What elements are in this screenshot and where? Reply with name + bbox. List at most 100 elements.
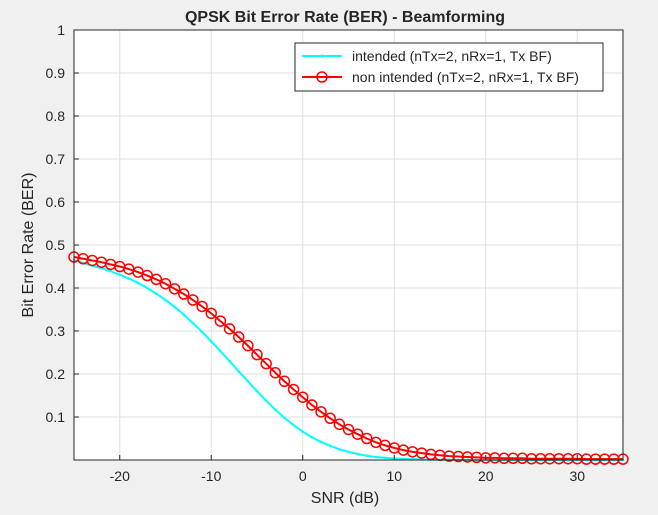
data-point-intended <box>237 370 240 373</box>
data-point-non-intended <box>287 383 300 396</box>
legend-label-non-intended: non intended (nTx=2, nRx=1, Tx BF) <box>352 69 579 85</box>
data-point-intended <box>301 430 305 433</box>
data-point-non-intended <box>196 300 208 313</box>
data-point-non-intended <box>507 452 519 465</box>
data-point-intended <box>200 330 204 334</box>
data-point-non-intended <box>516 452 529 465</box>
data-point-non-intended <box>232 331 245 343</box>
x-axis-label: SNR (dB) <box>311 490 379 507</box>
y-tick-label: 0.9 <box>46 65 66 81</box>
data-point-non-intended <box>342 423 355 436</box>
y-tick-label: 0.6 <box>46 194 66 210</box>
data-point-non-intended <box>580 453 593 465</box>
data-point-non-intended <box>178 288 190 300</box>
data-point-intended <box>246 380 250 383</box>
data-point-non-intended <box>452 450 465 463</box>
data-point-non-intended <box>562 452 574 465</box>
y-tick-label: 0.3 <box>46 323 66 339</box>
data-point-non-intended <box>251 348 263 361</box>
x-tick-label: 30 <box>569 468 585 484</box>
data-point-intended <box>283 416 286 420</box>
data-point-intended <box>338 447 341 451</box>
data-point-non-intended <box>150 273 163 286</box>
data-point-non-intended <box>351 428 364 440</box>
data-point-intended <box>365 454 369 458</box>
data-point-intended <box>209 340 213 343</box>
x-tick-label: -10 <box>201 468 221 484</box>
data-point-non-intended <box>269 366 282 379</box>
data-point-intended <box>145 286 149 290</box>
data-point-non-intended <box>608 453 620 465</box>
data-point-non-intended <box>333 418 346 431</box>
data-point-non-intended <box>589 453 602 465</box>
series-line-non-intended <box>73 256 623 461</box>
legend-box <box>294 42 604 92</box>
data-point-intended <box>274 408 277 411</box>
y-tick-label: 0.8 <box>46 108 66 124</box>
data-point-intended <box>219 349 222 353</box>
data-point-non-intended <box>297 391 309 403</box>
data-point-non-intended <box>534 452 547 465</box>
data-point-non-intended <box>315 406 327 418</box>
data-point-non-intended <box>470 451 483 464</box>
data-point-intended <box>374 455 378 459</box>
data-point-non-intended <box>205 307 217 320</box>
data-point-non-intended <box>461 451 474 463</box>
data-point-non-intended <box>168 283 181 295</box>
data-point-intended <box>255 389 259 393</box>
data-point-intended <box>264 399 268 402</box>
data-point-non-intended <box>214 315 227 327</box>
legend-marker-non-intended <box>316 71 328 83</box>
data-point-intended <box>383 456 387 460</box>
x-tick-label: -20 <box>110 468 130 484</box>
x-tick-label: 20 <box>478 468 494 484</box>
data-point-intended <box>191 321 195 325</box>
legend: intended (nTx=2, nRx=1, Tx BF) non inten… <box>294 42 604 92</box>
y-tick-label: 0.2 <box>46 366 66 382</box>
data-point-intended <box>347 450 350 454</box>
data-point-non-intended <box>571 452 583 465</box>
y-tick-label: 0.5 <box>46 237 66 253</box>
data-point-non-intended <box>278 375 291 388</box>
data-point-intended <box>164 298 167 302</box>
x-tick-label: 10 <box>386 468 402 484</box>
y-tick-label: 0.4 <box>46 280 66 296</box>
axis-ticks: -20 -10 0 10 20 30 0.1 0.2 0.3 0.4 0.5 0.6 0.7 0.8 0.9… <box>46 22 586 484</box>
data-point-intended <box>127 277 131 280</box>
y-tick-label: 0.1 <box>46 409 66 425</box>
data-point-non-intended <box>159 277 172 290</box>
data-point-non-intended <box>187 294 199 306</box>
chart-title: QPSK Bit Error Rate (BER) - Beamforming <box>185 9 505 26</box>
data-point-non-intended <box>242 339 254 352</box>
x-tick-label: 0 <box>299 468 307 484</box>
data-point-non-intended <box>553 452 565 465</box>
legend-label-intended: intended (nTx=2, nRx=1, Tx BF) <box>352 48 552 64</box>
data-point-intended <box>155 292 158 295</box>
data-point-non-intended <box>525 452 538 465</box>
data-point-non-intended <box>223 323 236 335</box>
data-point-intended <box>356 452 359 456</box>
data-point-intended <box>328 444 332 448</box>
data-point-intended <box>173 305 176 309</box>
series-layer <box>68 251 629 465</box>
y-tick-label: 0.7 <box>46 151 66 167</box>
legend-marker-intended <box>320 54 324 58</box>
data-point-intended <box>109 269 112 273</box>
data-point-non-intended <box>544 452 556 465</box>
data-point-non-intended <box>443 450 455 462</box>
data-point-intended <box>310 435 314 439</box>
data-point-non-intended <box>425 448 437 461</box>
data-point-intended <box>292 423 295 427</box>
data-point-intended <box>228 359 231 363</box>
data-point-non-intended <box>598 453 611 465</box>
y-tick-label: 1 <box>57 22 65 38</box>
data-point-intended <box>118 273 122 276</box>
data-point-non-intended <box>489 452 501 464</box>
data-point-non-intended <box>480 452 492 464</box>
data-point-non-intended <box>306 399 318 411</box>
data-point-non-intended <box>498 452 510 465</box>
data-point-intended <box>182 313 186 316</box>
y-axis-label: Bit Error Rate (BER) <box>20 173 37 318</box>
data-point-intended <box>319 440 323 444</box>
